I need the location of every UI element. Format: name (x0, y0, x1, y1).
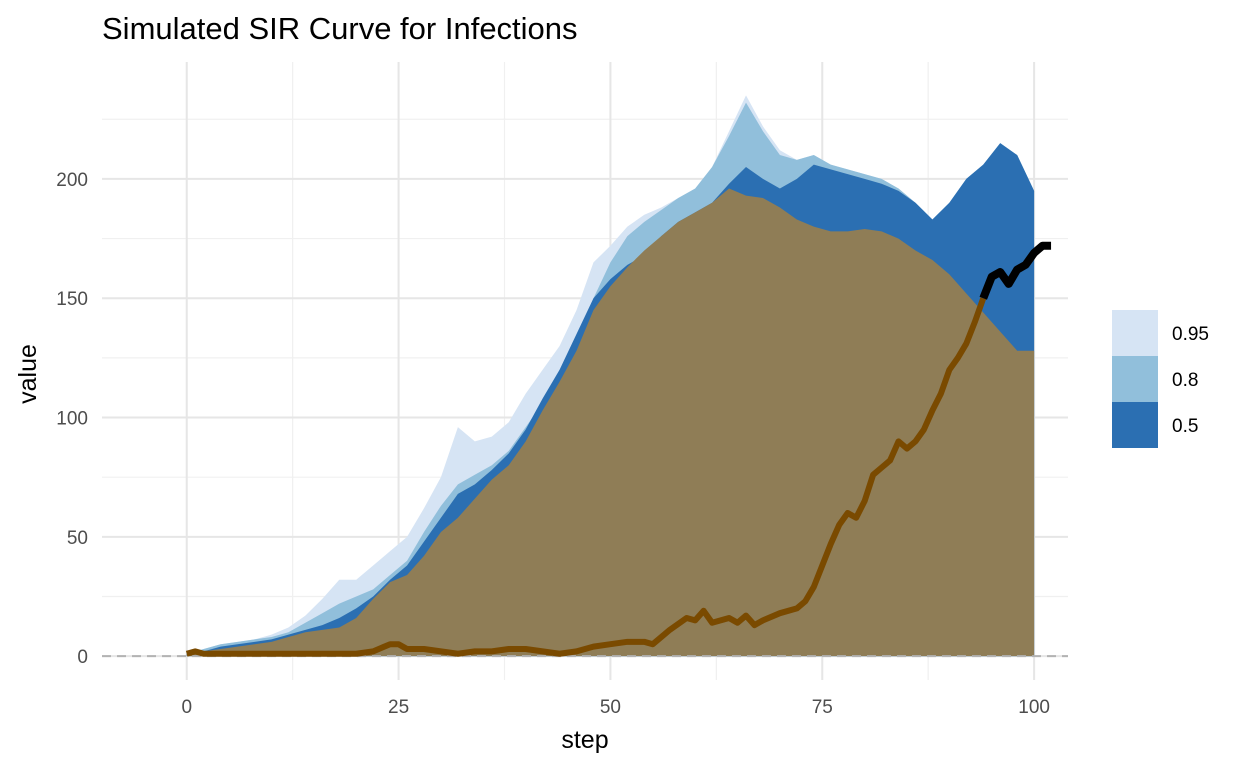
x-tick-label: 100 (1018, 697, 1050, 718)
y-tick-label: 50 (67, 528, 88, 549)
axes: 0 25 50 75 100 0 50 100 150 200 (56, 170, 1050, 718)
legend-key-0-95 (1112, 310, 1158, 356)
y-tick-label: 150 (56, 289, 88, 310)
x-tick-label: 50 (600, 697, 621, 718)
legend-label: 0.5 (1172, 416, 1198, 437)
y-tick-label: 200 (56, 170, 88, 191)
x-axis-title: step (561, 726, 608, 754)
series-line-2 (979, 241, 1052, 300)
x-tick-label: 25 (388, 697, 409, 718)
series-line-1 (185, 297, 987, 657)
y-tick-label: 100 (56, 409, 88, 430)
chart-title: Simulated SIR Curve for Infections (102, 11, 578, 46)
y-axis-title: value (14, 344, 42, 404)
legend-key-0-8 (1112, 356, 1158, 402)
legend-label: 0.8 (1172, 370, 1198, 391)
median-area (186, 188, 1035, 657)
legend-label: 0.95 (1172, 324, 1209, 345)
plot-area (102, 95, 1068, 658)
x-tick-label: 0 (181, 697, 192, 718)
legend: 0.95 0.8 0.5 (1112, 310, 1209, 448)
x-tick-label: 75 (812, 697, 833, 718)
y-tick-label: 0 (77, 647, 88, 668)
legend-key-0-5 (1112, 402, 1158, 448)
